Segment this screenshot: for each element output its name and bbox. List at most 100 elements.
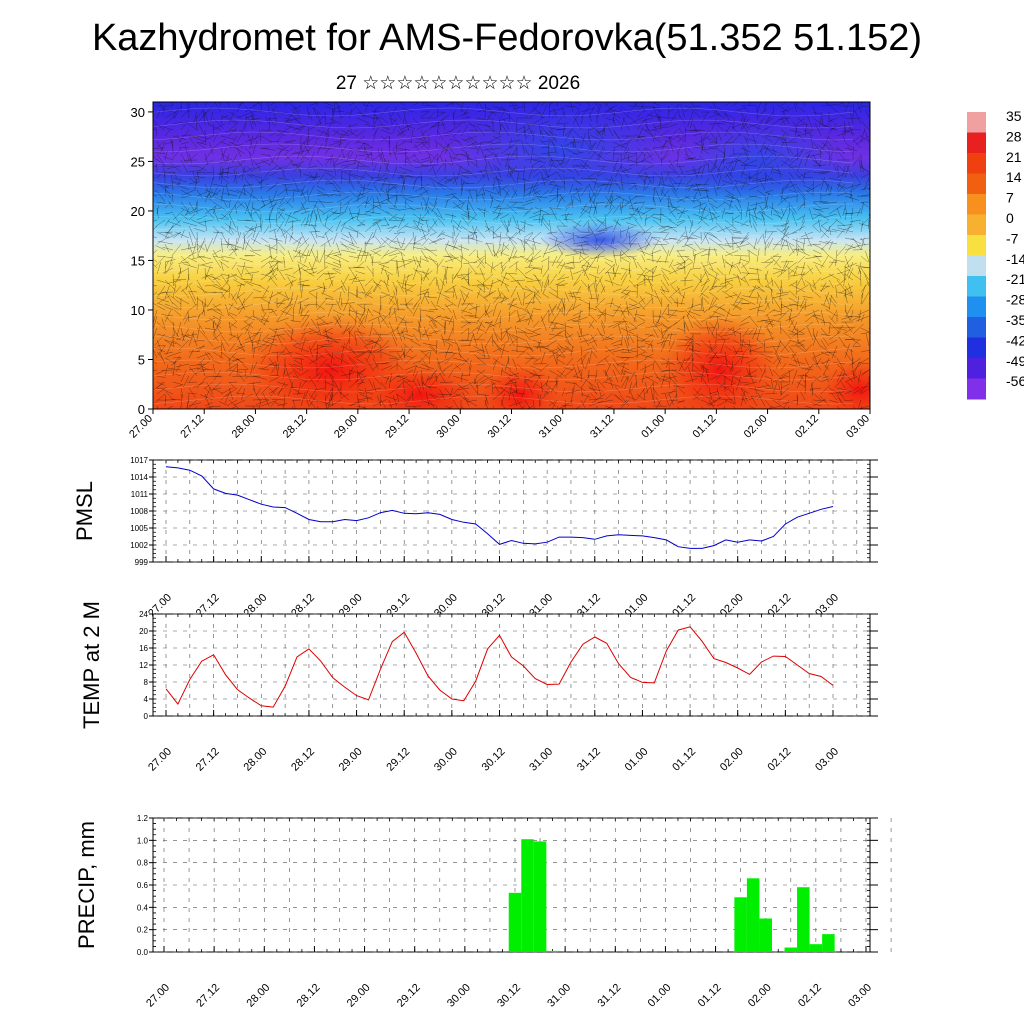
temp-y-tick-label: 12: [139, 661, 148, 670]
colorbar-label: 7: [1006, 190, 1014, 206]
precip-x-tick-label: 29.00: [345, 982, 373, 1010]
precip-bar: [734, 897, 747, 952]
chart-title: Kazhydromet for AMS-Fedorovka(51.352 51.…: [91, 17, 923, 59]
colorbar-swatch: [967, 358, 986, 379]
pmsl-minor-ticks: [153, 459, 870, 563]
chart-subtitle: 27 ☆☆☆☆☆☆☆☆☆☆ 2026: [335, 73, 581, 94]
precip-bar: [809, 944, 823, 952]
heatmap-y-tick-label: 0: [138, 402, 145, 417]
heatmap-x-tick-label: 29.12: [383, 413, 411, 441]
temp-x-tick-label: 27.00: [146, 746, 174, 774]
precip-panel: 0.0 0.2 0.4 0.6 0.8 1.0 1.2 27.00 27.12 28.00 28.1…: [74, 814, 892, 1010]
precip-y-tick-label: 0.6: [137, 881, 149, 890]
pmsl-y-axis-label: PMSL: [72, 481, 97, 541]
heatmap-y-tick-label: 25: [131, 154, 145, 169]
pmsl-series-line: [165, 466, 834, 549]
pmsl-frame: [152, 459, 871, 563]
heatmap-hotspot: [820, 360, 870, 409]
temp-y-tick-label: 24: [139, 610, 148, 619]
precip-bar: [746, 878, 760, 952]
temp-x-tick-label: 31.00: [527, 746, 555, 774]
precip-x-tick-label: 28.00: [244, 982, 272, 1010]
colorbar-swatch: [967, 337, 986, 359]
colorbar-label: 35: [1006, 108, 1022, 124]
precip-x-tick-label: 02.00: [746, 982, 774, 1010]
temp-x-tick-label: 29.00: [337, 746, 365, 774]
precip-x-tick-label: 01.00: [646, 982, 674, 1010]
precip-y-tick-label: 0.0: [137, 948, 149, 957]
temperature-profile-panel: 0 5 10 15 20 25 30 27.00 27.12 28.00 28.12 29.00 29.…: [127, 101, 872, 441]
precip-bar: [533, 841, 547, 952]
colorbar-swatch: [967, 255, 986, 277]
pmsl-y-tick-label: 999: [135, 558, 149, 567]
precip-x-tick-label: 27.00: [144, 982, 172, 1010]
precip-x-tick-label: 27.12: [194, 982, 222, 1010]
temp-x-tick-label: 01.00: [623, 746, 651, 774]
precip-x-tick-label: 30.00: [445, 982, 473, 1010]
colorbar-swatch: [967, 235, 986, 256]
precip-y-tick-label: 0.2: [137, 926, 149, 935]
precip-y-tick-label: 0.4: [137, 903, 149, 912]
temp-y-tick-label: 8: [144, 678, 149, 687]
colorbar-swatch: [967, 194, 986, 215]
heatmap-y-tick-label: 20: [131, 204, 145, 219]
colorbar-swatch: [967, 112, 986, 133]
pmsl-y-tick-label: 1008: [130, 507, 148, 516]
colorbar-swatch: [967, 173, 986, 195]
colorbar-label: 0: [1006, 210, 1014, 226]
colorbar-label: -42: [1006, 332, 1024, 348]
heatmap-hotspot: [360, 365, 480, 409]
contour-lines: [153, 107, 854, 405]
precip-y-tick-label: 1.0: [137, 836, 149, 845]
precip-x-tick-label: 29.12: [395, 982, 423, 1010]
colorbar-swatch: [967, 132, 986, 154]
pmsl-grid: [153, 459, 870, 563]
colorbar-label: -14: [1006, 251, 1024, 267]
colorbar-label: -49: [1006, 353, 1024, 369]
temp-x-tick-label: 28.12: [289, 746, 317, 774]
temp-x-tick-label: 02.12: [766, 746, 794, 774]
heatmap-x-tick-label: 02.12: [793, 413, 821, 441]
heatmap-field: [153, 102, 870, 409]
heatmap-y-tick-label: 10: [131, 303, 145, 318]
precip-x-tick-label: 01.12: [696, 982, 724, 1010]
temp-y-tick-label: 20: [139, 627, 148, 636]
precip-bar: [546, 950, 559, 952]
pmsl-y-tick-label: 1002: [130, 541, 148, 550]
colorbar-swatch: [967, 378, 986, 400]
temp-x-tick-label: 01.12: [670, 746, 698, 774]
heatmap-x-tick-label: 28.12: [281, 413, 309, 441]
colorbar-label: -28: [1006, 292, 1024, 308]
pmsl-y-tick-label: 1011: [131, 490, 149, 499]
temp-y-axis-label: TEMP at 2 M: [79, 601, 104, 729]
pmsl-y-tick-label: 1017: [130, 456, 148, 465]
temp-y-tick-label: 4: [144, 695, 149, 704]
precip-grid: [153, 817, 892, 953]
heatmap-x-tick-label: 27.12: [178, 413, 206, 441]
wind-barbs: [153, 102, 870, 409]
heatmap-x-tick-label: 28.00: [230, 413, 258, 441]
colorbar-label: -35: [1006, 312, 1024, 328]
precip-bar: [797, 887, 810, 952]
temp-series-line: [165, 626, 834, 708]
heatmap-x-tick-label: 01.00: [639, 413, 667, 441]
pmsl-y-tick-label: 1005: [130, 524, 148, 533]
heatmap-y-tick-label: 15: [131, 253, 145, 268]
heatmap-x-tick-label: 30.00: [434, 413, 462, 441]
colorbar-label: 21: [1006, 149, 1022, 165]
precip-bar: [784, 947, 798, 952]
heatmap-x-tick-label: 31.12: [588, 413, 616, 441]
heatmap-x-tick-label: 30.12: [486, 413, 514, 441]
precip-bar: [759, 918, 772, 952]
heatmap-x-tick-label: 02.00: [742, 413, 770, 441]
heatmap-x-tick-label: 01.12: [691, 413, 719, 441]
heatmap-y-tick-label: 30: [131, 105, 145, 120]
temp-frame: [152, 613, 871, 717]
precip-x-tick-label: 02.12: [796, 982, 824, 1010]
heatmap-cold-region: [440, 105, 680, 195]
heatmap-hotspot: [480, 365, 560, 409]
heatmap-cold-region: [540, 222, 660, 258]
colorbar-label: 14: [1006, 169, 1022, 185]
